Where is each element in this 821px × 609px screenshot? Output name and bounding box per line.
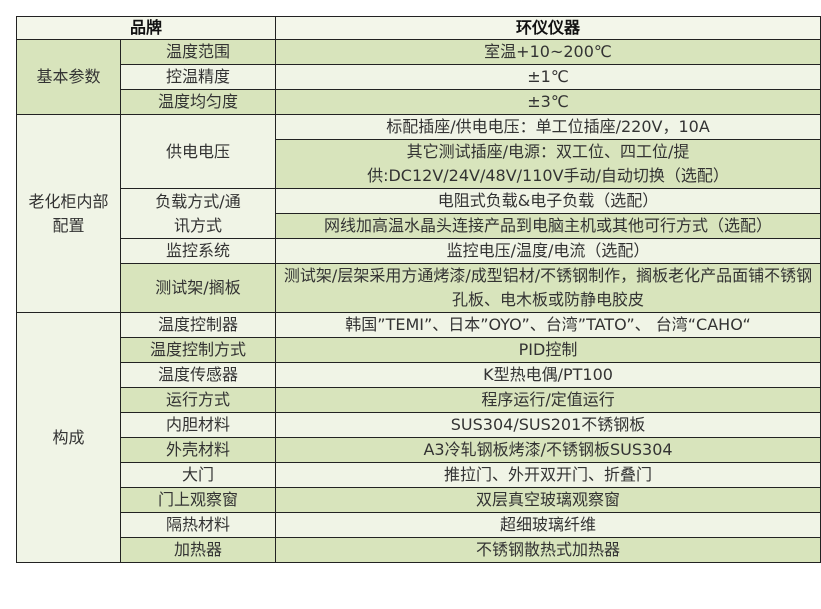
row-label: 温度均匀度 (119, 89, 277, 115)
row-value: 网线加高温水晶头连接产品到电脑主机或其他可行方式（选配） (275, 213, 821, 239)
table-row: 负载方式/通讯方式 电阻式负载&电子负载（选配） (17, 188, 821, 239)
row-label: 运行方式 (119, 387, 277, 413)
row-label: 监控系统 (119, 238, 277, 264)
table-row: 加热器 不锈钢散热式加热器 (17, 537, 821, 563)
row-value: 电阻式负载&电子负载（选配） (275, 188, 821, 214)
row-label: 温度传感器 (119, 362, 277, 388)
row-value: SUS304/SUS201不锈钢板 (275, 412, 821, 438)
row-value: 监控电压/温度/电流（选配） (275, 238, 821, 264)
table-row: 温度传感器 K型热电偶/PT100 (17, 362, 821, 388)
row-value: 不锈钢散热式加热器 (275, 537, 821, 563)
row-value: 超细玻璃纤维 (275, 512, 821, 538)
table-row: 门上观察窗 双层真空玻璃观察窗 (17, 487, 821, 513)
row-label: 加热器 (119, 537, 277, 563)
row-label: 门上观察窗 (119, 487, 277, 513)
brand-label: 品牌 (15, 16, 277, 40)
group-internal: 老化柜内部配置 (16, 114, 121, 313)
table-row: 温度均匀度 ±3℃ (17, 89, 821, 115)
table-header: 品牌 环仪仪器 (15, 16, 821, 40)
table-row: 测试架/搁板 测试架/层架采用方通烤漆/成型铝材/不锈钢制作，搁板老化产品面铺不… (17, 263, 821, 313)
row-label: 温度范围 (119, 39, 277, 65)
row-value: 双层真空玻璃观察窗 (275, 487, 821, 513)
row-label: 供电电压 (119, 114, 277, 189)
table-row: 网线加高温水晶头连接产品到电脑主机或其他可行方式（选配） (17, 213, 821, 239)
group-basic: 基本参数 (16, 39, 121, 115)
table-row: 控温精度 ±1℃ (17, 64, 821, 90)
spec-table: 品牌 环仪仪器 基本参数 温度范围 室温+10~200℃ 控温精度 ±1℃ 温度… (15, 16, 821, 563)
row-label: 控温精度 (119, 64, 277, 90)
table-row: 外壳材料 A3冷轧钢板烤漆/不锈钢板SUS304 (17, 437, 821, 463)
row-value: 推拉门、外开双开门、折叠门 (275, 462, 821, 488)
row-value: PID控制 (275, 337, 821, 363)
row-value: 测试架/层架采用方通烤漆/成型铝材/不锈钢制作，搁板老化产品面铺不锈钢孔板、电木… (275, 263, 821, 313)
row-label: 测试架/搁板 (119, 263, 277, 313)
row-label: 隔热材料 (119, 512, 277, 538)
row-label: 温度控制器 (119, 312, 277, 338)
table-row: 内胆材料 SUS304/SUS201不锈钢板 (17, 412, 821, 438)
table-row: 老化柜内部配置 供电电压 标配插座/供电电压：单工位插座/220V，10A (16, 114, 821, 313)
row-value: ±3℃ (275, 89, 821, 115)
row-label: 负载方式/通讯方式 (119, 188, 277, 239)
row-label: 温度控制方式 (119, 337, 277, 363)
table-row: 构成 温度控制器 韩国”TEMI”、日本”OYO”、台湾”TATO”、 台湾“C… (16, 312, 821, 563)
row-value: 室温+10~200℃ (275, 39, 821, 65)
table-row: 大门 推拉门、外开双开门、折叠门 (17, 462, 821, 488)
table-row: 运行方式 程序运行/定值运行 (17, 387, 821, 413)
row-value: 韩国”TEMI”、日本”OYO”、台湾”TATO”、 台湾“CAHO“ (275, 312, 821, 338)
table-row: 监控系统 监控电压/温度/电流（选配） (17, 238, 821, 264)
row-value: ±1℃ (275, 64, 821, 90)
row-label: 外壳材料 (119, 437, 277, 463)
row-value: 其它测试插座/电源：双工位、四工位/提供:DC12V/24V/48V/110V手… (275, 139, 821, 189)
table-row: 隔热材料 超细玻璃纤维 (17, 512, 821, 538)
row-value: K型热电偶/PT100 (275, 362, 821, 388)
table-row: 温度控制方式 PID控制 (17, 337, 821, 363)
brand-value: 环仪仪器 (275, 16, 821, 40)
table-row: 其它测试插座/电源：双工位、四工位/提供:DC12V/24V/48V/110V手… (17, 139, 821, 189)
row-value: A3冷轧钢板烤漆/不锈钢板SUS304 (275, 437, 821, 463)
row-label: 内胆材料 (119, 412, 277, 438)
row-value: 标配插座/供电电压：单工位插座/220V，10A (275, 114, 821, 140)
table-row: 基本参数 温度范围 室温+10~200℃ (16, 39, 821, 115)
row-label: 大门 (119, 462, 277, 488)
row-value: 程序运行/定值运行 (275, 387, 821, 413)
group-composition: 构成 (16, 312, 121, 563)
